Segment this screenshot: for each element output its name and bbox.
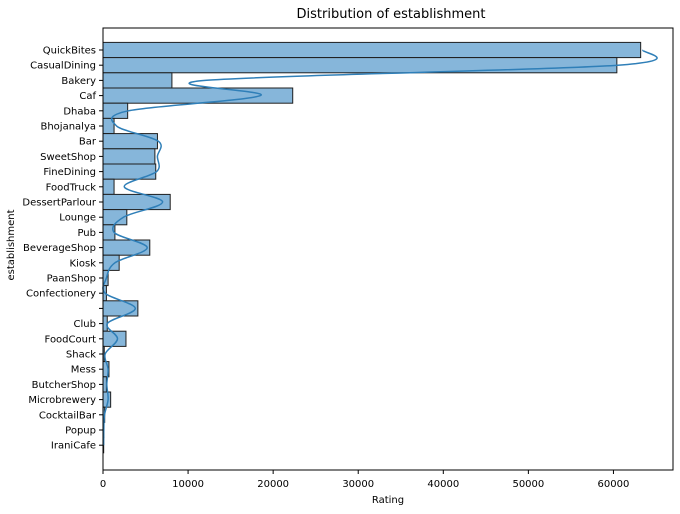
y-tick-label: Pub [77,228,96,239]
x-tick-label: 0 [100,479,106,490]
x-tick-label: 10000 [172,479,204,490]
axes-layer: QuickBites CasualDining Bakery Caf Dhaba Bhoj… [22,27,674,490]
chart-title: Distribution of establishment [297,7,486,22]
bar-dhaba [102,102,129,119]
bar-foodtruck [102,178,115,195]
bar-kiosk [102,254,120,271]
y-tick-label: Bakery [61,76,96,87]
y-tick-label: FineDining [43,167,96,178]
y-tick-label: SweetShop [40,152,96,163]
bar-butchershop [102,376,107,393]
x-tick-label: 40000 [427,479,459,490]
y-tick-label: BeverageShop [23,243,96,254]
x-axis-label: Rating [372,495,404,506]
y-tick-label: Confectionery [26,289,96,300]
y-tick-label: IraniCafe [51,441,96,452]
x-tick-label: 30000 [342,479,374,490]
y-tick-label: Dhaba [63,106,96,117]
x-tick-label: 20000 [257,479,289,490]
bar-unnamed [102,300,139,317]
y-tick-label: ButcherShop [32,380,96,391]
bar-casualdining [102,57,618,74]
y-tick-label: QuickBites [43,46,96,57]
y-tick-label: Bhojanalya [40,122,96,133]
y-axis-label: establishment [6,209,17,280]
y-tick-label: Club [74,319,96,330]
bar-bakery [102,72,173,89]
kde-layer [102,49,658,446]
x-tick-label: 60000 [598,479,630,490]
y-tick-label: FoodCourt [45,334,97,345]
kde-curve [102,49,658,446]
y-tick-label: Popup [65,426,96,437]
bar-sweetshop [102,148,156,165]
y-tick-label: PaanShop [47,274,96,285]
x-tick-label: 50000 [512,479,544,490]
y-tick-label: Lounge [59,213,96,224]
y-tick-label: Kiosk [70,258,97,269]
y-tick-label: DessertParlour [22,198,97,209]
y-tick-label: CocktailBar [39,410,97,421]
y-tick-label: Shack [66,350,96,361]
y-tick-label: Microbrewery [28,395,96,406]
y-tick-label: Bar [79,137,97,148]
bar-quickbites [102,41,642,59]
bar-dessertparlour [102,193,171,211]
y-tick-label: Mess [71,365,96,376]
bar-caf [102,87,294,104]
bar-beverageshop [102,239,151,256]
y-tick-label: Caf [79,91,96,102]
bar-bar [102,133,158,150]
y-tick-label: FoodTruck [46,182,97,193]
plot-frame [102,27,674,471]
y-tick-label: CasualDining [30,61,96,72]
bar-finedining [102,163,157,180]
